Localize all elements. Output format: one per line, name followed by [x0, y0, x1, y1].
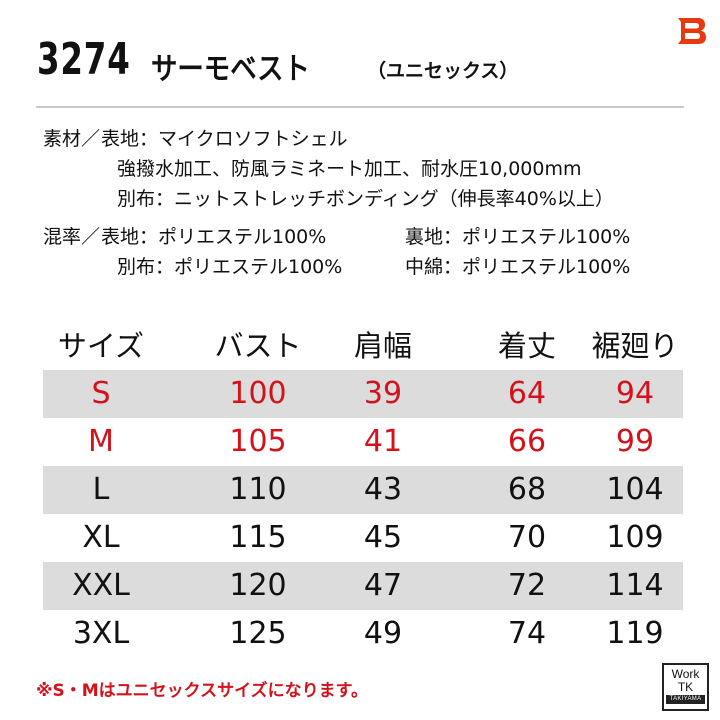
cell-bust: 100: [229, 376, 287, 411]
cell-hem: 119: [606, 616, 664, 651]
column-header-shoulder: 肩幅: [353, 329, 412, 363]
blend-value-right: ポリエステル100%: [462, 226, 631, 248]
column-header-size: サイズ: [57, 329, 145, 363]
cell-length: 70: [507, 520, 547, 555]
cell-hem: 104: [606, 472, 664, 507]
model-number: 3274: [37, 34, 131, 85]
cell-size: XXL: [72, 568, 130, 603]
cell-shoulder: 45: [363, 520, 403, 555]
product-name: サーモベスト: [151, 52, 310, 87]
material-label: 素材／: [43, 128, 101, 150]
cell-bust: 115: [229, 520, 287, 555]
spec-line-value: マイクロソフトシェル: [158, 128, 348, 150]
spec-line-value: ニットストレッチボンディング（伸長率40%以上）: [174, 188, 614, 210]
table-row: XXL 120 47 72 114: [43, 562, 683, 610]
cell-hem: 109: [606, 520, 664, 555]
cell-hem: 99: [615, 424, 655, 459]
unisex-note: （ユニセックス）: [367, 60, 519, 82]
table-body: S 100 39 64 94 M 105 41 66 99 L 110 43 68 104 XL 115 45 70…: [43, 370, 683, 658]
cell-bust: 120: [229, 568, 287, 603]
spec-row: 強撥水加工、防風ラミネート加工、耐水圧10,000mm: [43, 154, 703, 184]
spec-row: 素材／ 表地 ： マイクロソフトシェル: [43, 124, 703, 154]
cell-bust: 110: [229, 472, 287, 507]
cell-length: 68: [507, 472, 547, 507]
header-divider: [36, 106, 684, 108]
cell-length: 72: [507, 568, 547, 603]
spec-line-colon: ：: [155, 256, 175, 278]
cell-size: XL: [82, 520, 120, 555]
cell-size: L: [92, 472, 110, 507]
blend-label-left: 表地: [101, 226, 140, 248]
cell-shoulder: 49: [363, 616, 403, 651]
cell-length: 64: [507, 376, 547, 411]
cell-size: 3XL: [72, 616, 130, 651]
spec-line-colon: ：: [155, 188, 175, 210]
cell-bust: 105: [229, 424, 287, 459]
cell-length: 74: [507, 616, 547, 651]
spec-row: 混率／ 表地 ： ポリエステル100% 裏地 ： ポリエステル100%: [43, 222, 703, 252]
table-row: S 100 39 64 94: [43, 370, 683, 418]
cell-hem: 94: [615, 376, 655, 411]
blend-label-right: 裏地: [405, 226, 444, 248]
spec-line-colon: ：: [443, 226, 463, 248]
cell-shoulder: 47: [363, 568, 403, 603]
spec-line-label: 別布: [117, 188, 156, 210]
worktk-line2: TK: [677, 680, 694, 694]
cell-size: S: [91, 376, 111, 411]
spec-line-colon: ：: [139, 128, 159, 150]
cell-shoulder: 39: [363, 376, 403, 411]
cell-shoulder: 41: [363, 424, 403, 459]
table-row: 3XL 125 49 74 119: [43, 610, 683, 658]
blend-value-left: ポリエステル100%: [158, 226, 327, 248]
spec-line-value: 強撥水加工、防風ラミネート加工、耐水圧10,000mm: [117, 158, 582, 180]
spec-line-colon: ：: [139, 226, 159, 248]
worktk-line1: Work: [671, 667, 700, 681]
size-table: サイズ バスト 肩幅 着丈 裾廻り S 100 39 64 94 M 105 41 66 99 L 1…: [43, 322, 683, 658]
spec-row: 別布 ： ポリエステル100% 中綿 ： ポリエステル100%: [43, 252, 703, 282]
table-header-row: サイズ バスト 肩幅 着丈 裾廻り: [43, 322, 683, 370]
column-header-hem: 裾廻り: [591, 329, 679, 363]
unisex-footnote: ※S・Mはユニセックスサイズになります。: [36, 681, 368, 701]
burtle-b-logo-icon: [674, 16, 708, 46]
cell-length: 66: [507, 424, 547, 459]
worktk-line3: TAKIYAMA: [666, 695, 705, 704]
cell-bust: 125: [229, 616, 287, 651]
spec-line-colon: ：: [443, 256, 463, 278]
cell-size: M: [88, 424, 114, 459]
worktk-badge: Work TK TAKIYAMA: [662, 663, 709, 711]
material-spec: 素材／ 表地 ： マイクロソフトシェル 強撥水加工、防風ラミネート加工、耐水圧1…: [43, 124, 703, 282]
table-row: XL 115 45 70 109: [43, 514, 683, 562]
table-row: M 105 41 66 99: [43, 418, 683, 466]
blend-label-left: 別布: [117, 256, 156, 278]
blend-value-right: ポリエステル100%: [462, 256, 631, 278]
blend-label: 混率／: [43, 226, 101, 248]
table-row: L 110 43 68 104: [43, 466, 683, 514]
column-header-bust: バスト: [214, 329, 302, 363]
spec-line-label: 表地: [101, 128, 140, 150]
product-header: 3274 サーモベスト （ユニセックス）: [37, 32, 597, 92]
cell-shoulder: 43: [363, 472, 403, 507]
column-header-length: 着丈: [497, 329, 556, 363]
blend-label-right: 中綿: [405, 256, 444, 278]
spec-row: 別布 ： ニットストレッチボンディング（伸長率40%以上）: [43, 184, 703, 214]
cell-hem: 114: [606, 568, 664, 603]
blend-value-left: ポリエステル100%: [174, 256, 343, 278]
